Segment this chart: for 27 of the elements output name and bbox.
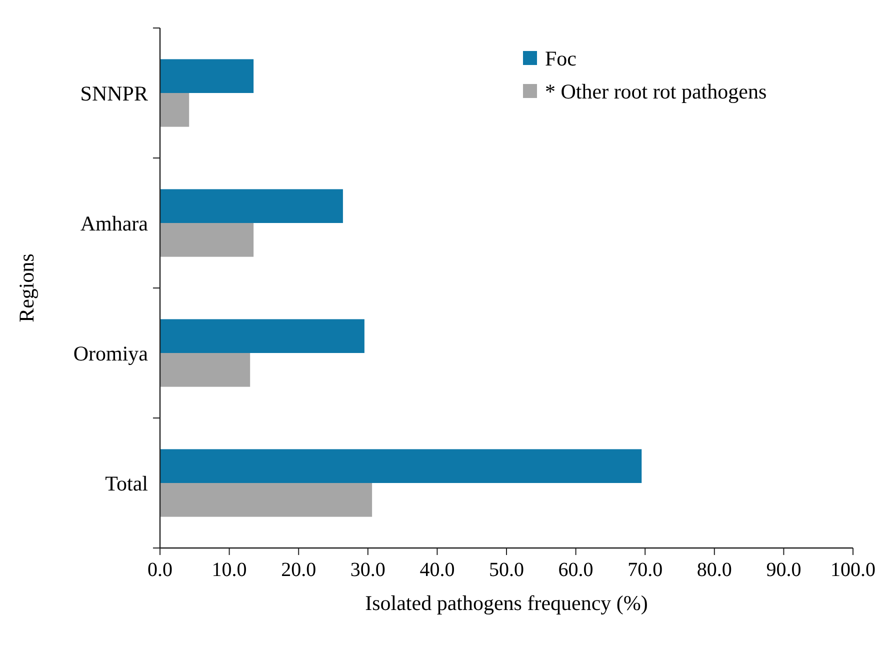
y-tick-label: Oromiya [73,341,149,366]
x-tick-label: 100.0 [830,559,876,581]
x-tick-label: 40.0 [420,559,455,581]
x-tick-label: 10.0 [212,559,247,581]
legend-label: * Other root rot pathogens [545,79,767,104]
x-axis-title: Isolated pathogens frequency (%) [365,591,648,615]
bar [160,223,254,257]
legend-label: Foc [545,46,576,70]
x-tick-label: 90.0 [766,559,802,581]
y-axis-title: Regions [14,254,38,322]
x-tick-label: 30.0 [350,559,386,581]
bar [160,449,642,483]
x-tick-label: 20.0 [281,559,316,581]
x-tick-label: 50.0 [489,559,524,581]
bar [160,59,254,93]
y-tick-label: SNNPR [80,81,148,106]
y-tick-label: Amhara [80,211,149,236]
y-tick-label: Total [105,471,148,496]
bar [160,189,343,223]
bar [160,93,190,127]
x-tick-label: 0.0 [148,559,172,581]
bar [160,319,364,353]
x-tick-label: 60.0 [558,559,594,581]
bar [160,483,372,517]
x-tick-label: 70.0 [628,559,663,581]
x-tick-label: 80.0 [696,559,732,581]
bar [160,353,250,387]
